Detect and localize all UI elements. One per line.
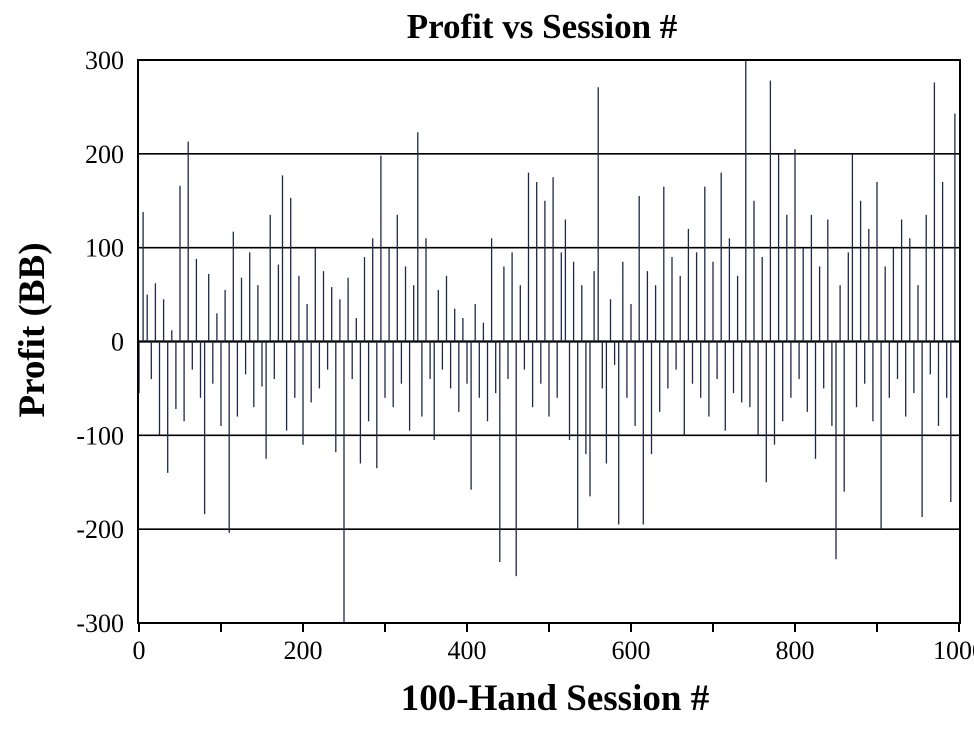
y-tick-label: 300 bbox=[85, 46, 124, 75]
y-tick-label: -300 bbox=[76, 609, 124, 638]
bars bbox=[138, 60, 956, 623]
x-tick-label: 200 bbox=[284, 636, 323, 665]
y-tick-label: -100 bbox=[76, 421, 124, 450]
x-tick-label: 400 bbox=[448, 636, 487, 665]
chart-title: Profit vs Session # bbox=[407, 7, 678, 46]
y-tick-label: 0 bbox=[111, 328, 124, 357]
y-tick-label: -200 bbox=[76, 515, 124, 544]
x-tick-label: 0 bbox=[133, 636, 146, 665]
y-tick-label: 100 bbox=[85, 234, 124, 263]
y-axis-ticks: -300 -200 -100 0 100 200 300 bbox=[76, 46, 124, 638]
y-axis-label: Profit (BB) bbox=[12, 242, 53, 417]
y-tick-label: 200 bbox=[85, 140, 124, 169]
x-tick-label: 800 bbox=[776, 636, 815, 665]
x-tick-label: 600 bbox=[612, 636, 651, 665]
x-axis-label: 100-Hand Session # bbox=[401, 678, 710, 719]
